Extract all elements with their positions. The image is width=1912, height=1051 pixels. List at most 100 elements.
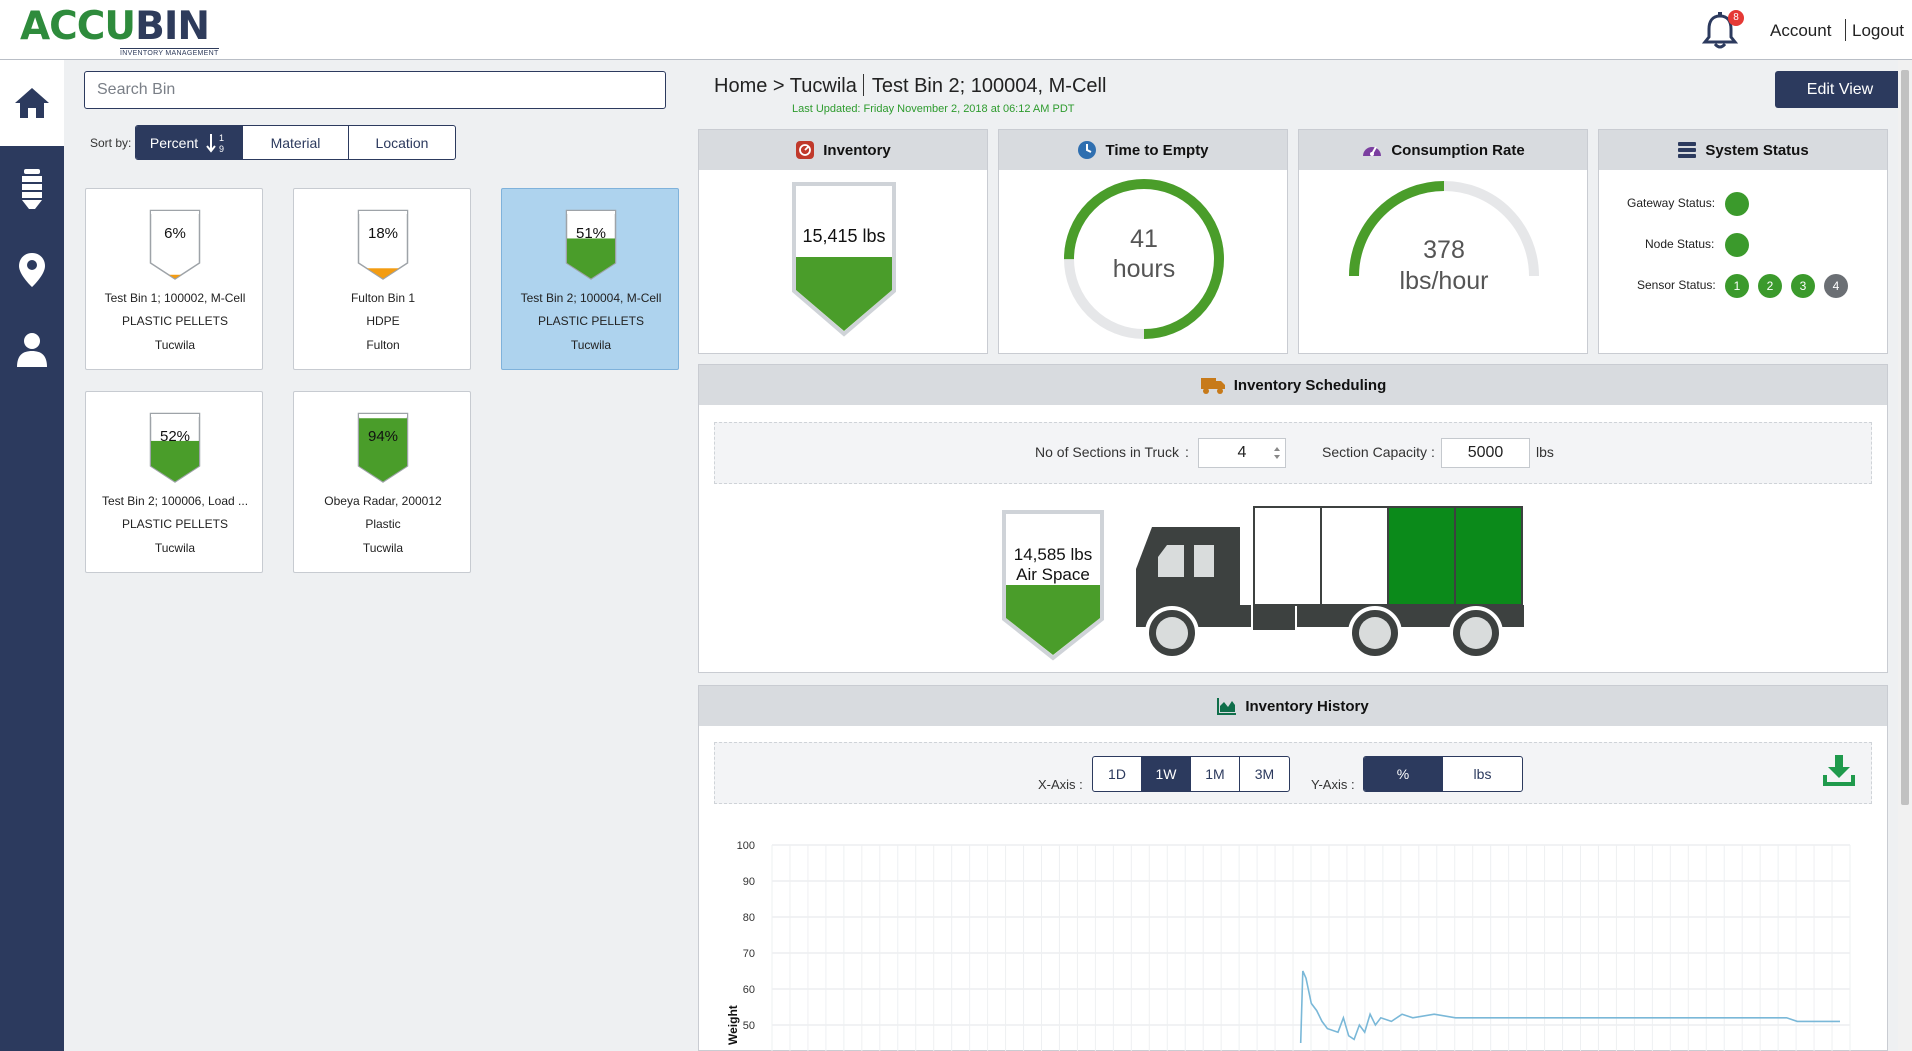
scheduling-settings-box: No of Sections in Truck : 4 Section Capa… [714, 422, 1872, 484]
bin-level-graphic [149, 412, 201, 483]
x-axis-option-button[interactable]: 3M [1254, 766, 1275, 782]
top-bar: ACCUBIN INVENTORY MANAGEMENT 8 Account L… [0, 0, 1912, 60]
x-axis-option-button[interactable]: 1D [1093, 757, 1142, 791]
air-space-label: Air Space [1016, 565, 1090, 584]
sort-location-button[interactable]: Location [375, 134, 429, 151]
nav-profile[interactable] [0, 310, 64, 390]
gateway-status-indicator [1725, 192, 1749, 216]
sort-numeric-asc-icon: 1 9 [206, 133, 224, 154]
page-scrollbar-thumb[interactable] [1901, 70, 1909, 805]
sort-material-button[interactable]: Material [243, 126, 349, 159]
nav-home[interactable] [0, 60, 64, 146]
bin-location: Tucwila [154, 541, 196, 555]
bin-card[interactable]: 6% Test Bin 1; 100002, M-Cell PLASTIC PELL… [85, 188, 263, 370]
nav-bins[interactable] [0, 150, 64, 230]
user-icon [17, 333, 47, 367]
bin-location: Fulton [366, 338, 400, 352]
inventory-value: 15,415 lbs [802, 226, 886, 246]
bin-card[interactable]: 94% Obeya Radar, 200012 Plastic Tucwila [293, 391, 471, 573]
number-stepper-icon[interactable] [1271, 443, 1283, 463]
bin-name: Fulton Bin 1 [350, 291, 416, 305]
y-axis-label: Y-Axis : [1311, 777, 1355, 792]
sort-by-label: Sort by: [90, 136, 132, 150]
bin-percent: 52% [159, 428, 191, 445]
truck-graphic [1136, 506, 1524, 660]
last-updated-text: Last Updated: Friday November 2, 2018 at… [792, 103, 1075, 115]
section-capacity-input[interactable]: 5000 [1441, 438, 1530, 468]
x-axis-option-button[interactable]: 1W [1142, 757, 1191, 791]
bin-level-graphic [357, 412, 409, 483]
breadcrumb-path[interactable]: Home > Tucwila [714, 75, 857, 97]
x-axis-option-button[interactable]: 1M [1191, 757, 1240, 791]
inventory-card-title: Inventory [823, 141, 891, 159]
bin-level-graphic [565, 209, 617, 280]
area-chart-icon [1217, 698, 1237, 715]
sensor-status-indicator[interactable]: 4 [1824, 274, 1848, 298]
notification-bell-icon[interactable] [1700, 10, 1740, 52]
sections-in-truck-label: No of Sections in Truck [1035, 444, 1179, 460]
bin-location: Tucwila [154, 338, 196, 352]
server-icon [1678, 142, 1697, 158]
download-icon[interactable] [1823, 753, 1855, 787]
bin-card[interactable]: 51% Test Bin 2; 100004, M-Cell PLASTIC PEL… [501, 188, 679, 370]
section-capacity-unit: lbs [1536, 444, 1554, 460]
logo-wordmark: ACCUBIN [20, 4, 210, 49]
consumption-rate-title: Consumption Rate [1391, 141, 1525, 159]
truck-section [1320, 506, 1389, 606]
chart-series-line [1299, 970, 1840, 1044]
search-bin-input[interactable]: Search Bin [84, 71, 666, 109]
air-space-bin-graphic [1002, 510, 1104, 661]
breadcrumb-bin: Test Bin 2; 100004, M-Cell [871, 75, 1107, 97]
accubin-logo[interactable]: ACCUBIN INVENTORY MANAGEMENT [20, 4, 219, 57]
inventory-history-header: Inventory History [699, 686, 1887, 726]
bin-percent: 51% [575, 225, 607, 242]
inventory-history-chart: 50 60 70 80 90 100 Weight [726, 840, 1851, 1051]
header-separator [1845, 19, 1846, 41]
bin-name: Test Bin 2; 100006, Load ... [101, 494, 249, 508]
y-axis-option-button[interactable]: lbs [1473, 766, 1492, 782]
bin-card[interactable]: 52% Test Bin 2; 100006, Load ... PLASTIC P… [85, 391, 263, 573]
consumption-rate-card: Consumption Rate 378 lbs/hour [1298, 129, 1588, 354]
logout-link[interactable]: Logout [1852, 21, 1904, 40]
sensor-status-indicator[interactable]: 1 [1725, 274, 1749, 298]
time-to-empty-ring [1064, 179, 1224, 339]
section-capacity-label: Section Capacity : [1322, 444, 1435, 460]
sort-button-group: Percent 1 9 Material Location [135, 125, 456, 160]
nav-locations[interactable] [0, 230, 64, 310]
sections-in-truck-input[interactable]: 4 [1198, 438, 1286, 468]
bin-percent: 94% [367, 428, 399, 445]
inventory-bin-graphic [792, 182, 896, 337]
inventory-card: Inventory 15,415 lbs [698, 129, 988, 354]
chart-y-tick-label: 70 [743, 948, 755, 960]
time-to-empty-unit: hours [1112, 255, 1176, 283]
bin-percent: 18% [367, 225, 399, 242]
edit-view-button[interactable]: Edit View [1775, 71, 1905, 108]
chart-y-tick-label: 80 [743, 912, 755, 924]
notification-count-badge: 8 [1728, 10, 1744, 26]
account-link[interactable]: Account [1770, 21, 1832, 40]
sort-percent-button[interactable]: Percent 1 9 [136, 126, 243, 159]
consumption-rate-unit: lbs/hour [1399, 267, 1489, 295]
bin-card[interactable]: 18% Fulton Bin 1 HDPE Fulton [293, 188, 471, 370]
y-axis-unit-selector: % lbs [1363, 756, 1523, 792]
breadcrumb-divider [862, 74, 864, 96]
inventory-card-header: Inventory [699, 130, 987, 170]
sensor-status-indicator[interactable]: 2 [1758, 274, 1782, 298]
chart-y-axis-label: Weight [726, 1005, 740, 1045]
x-axis-range-selector: 1D 1W 1M 3M [1092, 756, 1290, 792]
truck-icon [1200, 378, 1225, 394]
speedometer-icon [1363, 146, 1382, 156]
chart-y-tick-label: 90 [743, 876, 755, 888]
sensor-status-indicator[interactable]: 3 [1791, 274, 1815, 298]
sensor-status-label: Sensor Status: [1637, 278, 1716, 292]
logo-subtitle: INVENTORY MANAGEMENT [120, 48, 219, 57]
chart-y-tick-label: 60 [743, 984, 755, 996]
consumption-gauge [1349, 181, 1539, 277]
bin-name: Obeya Radar, 200012 [324, 494, 442, 508]
clock-icon [1078, 141, 1097, 159]
inventory-scheduling-header: Inventory Scheduling [699, 365, 1887, 405]
system-status-title: System Status [1705, 141, 1809, 159]
inventory-scheduling-title: Inventory Scheduling [1233, 376, 1387, 394]
y-axis-option-button[interactable]: % [1364, 757, 1443, 791]
truck-section [1253, 506, 1322, 606]
